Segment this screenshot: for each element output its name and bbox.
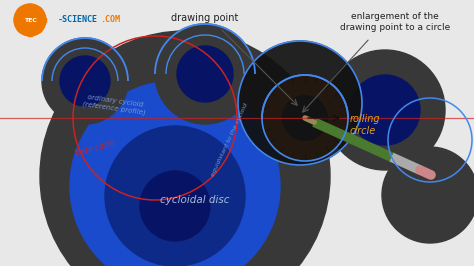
Circle shape (40, 31, 330, 266)
Text: enlargement of the
drawing point to a circle: enlargement of the drawing point to a ci… (340, 12, 450, 32)
Circle shape (42, 38, 128, 124)
Circle shape (283, 96, 328, 140)
Circle shape (14, 4, 46, 36)
Text: rolling
circle: rolling circle (350, 114, 381, 136)
Text: ordinary cycloid
(reference profile): ordinary cycloid (reference profile) (82, 94, 147, 116)
Circle shape (60, 56, 110, 106)
Circle shape (350, 75, 420, 145)
Bar (28, 4, 32, 8)
Text: -SCIENCE: -SCIENCE (58, 15, 98, 24)
Bar (37, 7, 43, 13)
Text: drawing point: drawing point (171, 13, 239, 23)
Circle shape (70, 81, 280, 266)
Circle shape (262, 75, 348, 161)
Circle shape (177, 46, 233, 102)
Circle shape (155, 24, 255, 124)
Bar (42, 18, 46, 22)
Text: equidistant to the cycloid: equidistant to the cycloid (211, 103, 249, 177)
Circle shape (105, 126, 245, 266)
Bar (17, 27, 23, 33)
Text: .COM: .COM (100, 15, 120, 24)
Circle shape (238, 41, 362, 165)
Circle shape (325, 50, 445, 170)
Bar (14, 18, 18, 22)
Bar (17, 7, 23, 13)
Text: cycloidal disc: cycloidal disc (160, 195, 230, 205)
Circle shape (382, 147, 474, 243)
Text: base circle: base circle (74, 138, 116, 158)
Bar (37, 27, 43, 33)
Circle shape (140, 171, 210, 241)
Bar (28, 32, 32, 36)
Text: TEC: TEC (24, 18, 36, 23)
